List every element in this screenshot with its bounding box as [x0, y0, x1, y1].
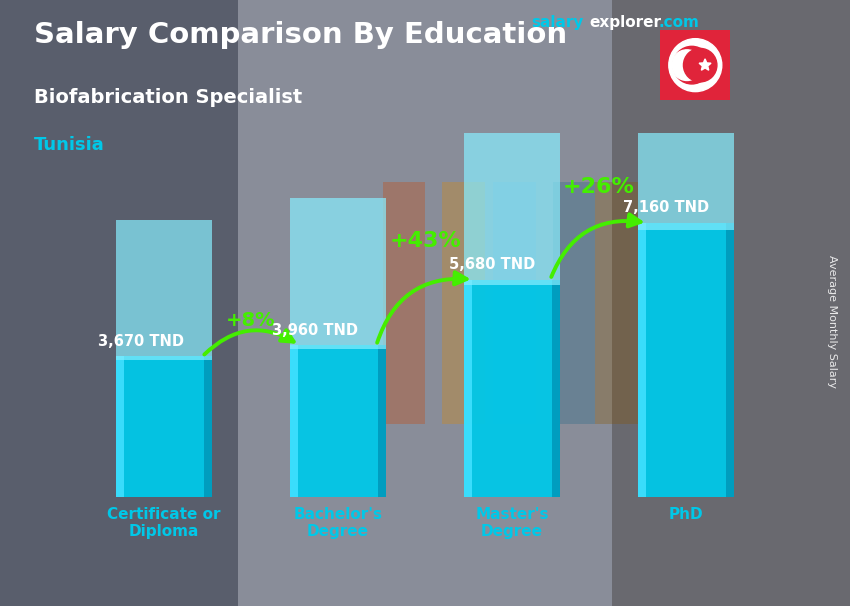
Text: +43%: +43%	[389, 231, 461, 251]
FancyArrowPatch shape	[204, 330, 293, 355]
Bar	[0, 0, 238, 606]
Bar	[116, 356, 124, 497]
Text: 3,960 TND: 3,960 TND	[272, 323, 358, 338]
Bar	[612, 0, 850, 606]
Text: Biofabrication Specialist: Biofabrication Specialist	[34, 88, 303, 107]
Bar	[290, 345, 386, 497]
Text: Tunisia: Tunisia	[34, 136, 105, 155]
FancyArrowPatch shape	[552, 215, 641, 277]
Bar	[442, 182, 484, 424]
Bar	[638, 223, 734, 497]
Polygon shape	[699, 59, 711, 70]
Text: .com: .com	[659, 15, 700, 30]
Bar	[378, 345, 386, 497]
Bar	[290, 345, 298, 497]
Bar	[595, 182, 638, 424]
Bar	[116, 356, 212, 497]
Bar	[204, 356, 212, 497]
Bar	[464, 279, 472, 497]
Bar	[552, 182, 595, 424]
Text: 3,670 TND: 3,670 TND	[98, 334, 184, 349]
Bar	[638, 223, 646, 497]
Text: +8%: +8%	[226, 311, 276, 330]
Text: salary: salary	[531, 15, 584, 30]
Bar	[638, 0, 734, 230]
Bar	[382, 182, 425, 424]
Bar	[493, 182, 536, 424]
Text: 5,680 TND: 5,680 TND	[450, 257, 536, 272]
Bar	[116, 219, 212, 360]
Circle shape	[669, 39, 722, 92]
Bar	[290, 198, 386, 349]
Text: Salary Comparison By Education: Salary Comparison By Education	[34, 21, 567, 49]
Bar	[464, 67, 560, 285]
FancyArrowPatch shape	[377, 272, 467, 343]
Text: 7,160 TND: 7,160 TND	[623, 200, 710, 215]
Text: Average Monthly Salary: Average Monthly Salary	[827, 255, 837, 388]
Circle shape	[672, 50, 702, 81]
Circle shape	[673, 46, 711, 84]
Circle shape	[683, 48, 717, 82]
Text: explorer: explorer	[589, 15, 661, 30]
Bar	[552, 279, 560, 497]
Bar	[726, 223, 734, 497]
Bar	[464, 279, 560, 497]
Text: +26%: +26%	[563, 178, 635, 198]
